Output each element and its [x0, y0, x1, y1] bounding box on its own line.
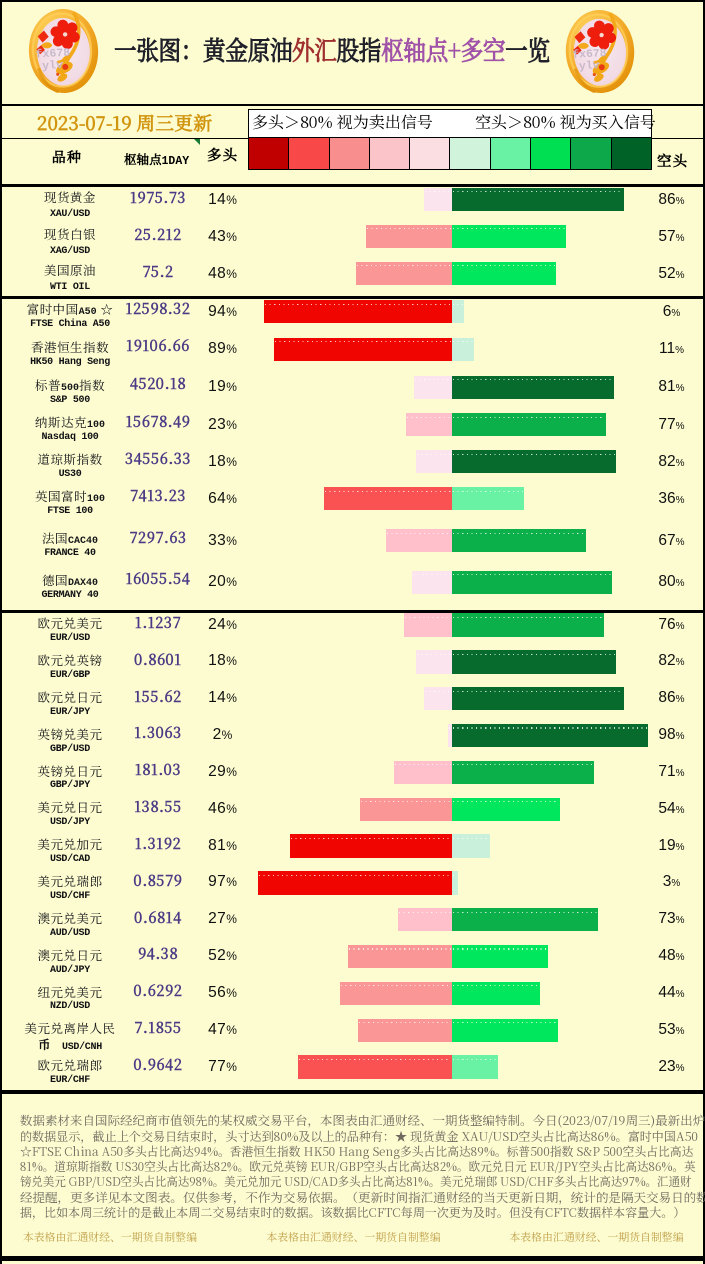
- svg-text:fx678: fx678: [572, 48, 607, 62]
- svg-text:ylv: ylv: [41, 59, 62, 73]
- svg-text:ylv: ylv: [579, 60, 600, 73]
- svg-text:fx678: fx678: [35, 47, 70, 62]
